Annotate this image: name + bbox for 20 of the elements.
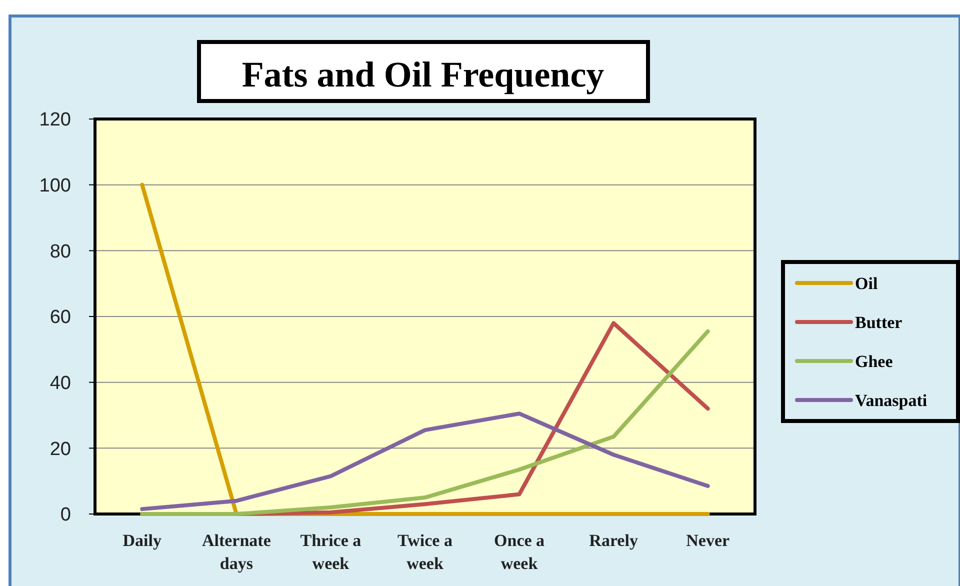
legend-label: Oil	[855, 274, 878, 293]
y-tick-label: 80	[50, 241, 71, 262]
x-tick-label: Rarely	[589, 531, 638, 550]
line-series	[140, 412, 710, 512]
x-tick-label: Once a week	[494, 531, 546, 573]
y-tick-label: 20	[50, 438, 71, 460]
legend-label: Vanaspati	[855, 390, 928, 410]
y-tick-label: 120	[39, 110, 71, 131]
y-tick-label: 0	[60, 504, 71, 526]
y-tick-label: 40	[50, 372, 71, 394]
x-tick-label: Twice a week	[398, 531, 453, 573]
y-tick-label: 100	[39, 175, 71, 196]
chart-title: Fats and Oil Frequency	[242, 54, 604, 95]
x-tick-label: Thrice a week	[300, 531, 362, 573]
legend-label: Ghee	[855, 352, 894, 371]
x-tick-label: Daily	[122, 531, 162, 550]
y-tick-label: 60	[50, 307, 71, 328]
legend-label: Butter	[855, 312, 903, 332]
x-tick-label: Alternate days	[202, 531, 272, 573]
x-tick-label: Never	[686, 531, 730, 550]
